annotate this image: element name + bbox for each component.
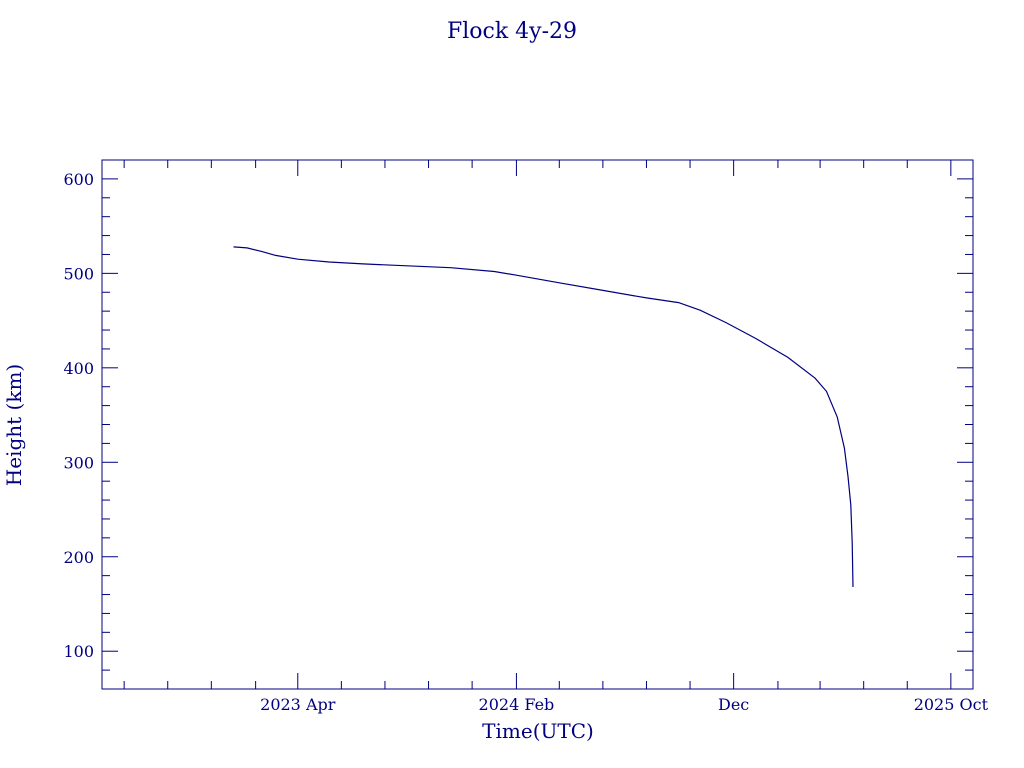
x-tick-label: Dec [718,695,749,714]
chart-title: Flock 4y-29 [447,19,577,44]
x-tick-label: 2024 Feb [479,695,555,714]
series-line [233,246,854,588]
y-tick-label: 200 [63,548,94,567]
x-axis-label: Time(UTC) [482,719,594,743]
y-axis-label: Height (km) [2,364,26,486]
y-axis: 100 200 300 400 500 600 [63,159,973,690]
y-tick-label: 400 [63,359,94,378]
y-tick-label: 100 [63,642,94,661]
x-tick-label: 2023 Apr [260,695,336,714]
y-tick-label: 600 [63,170,94,189]
x-tick-label: 2025 Oct [914,695,989,714]
y-tick-label: 500 [63,264,94,283]
plot-frame [101,159,974,690]
x-axis: 2023 Apr 2024 Feb Dec 2025 Oct [123,160,989,714]
y-tick-label: 300 [63,453,94,472]
